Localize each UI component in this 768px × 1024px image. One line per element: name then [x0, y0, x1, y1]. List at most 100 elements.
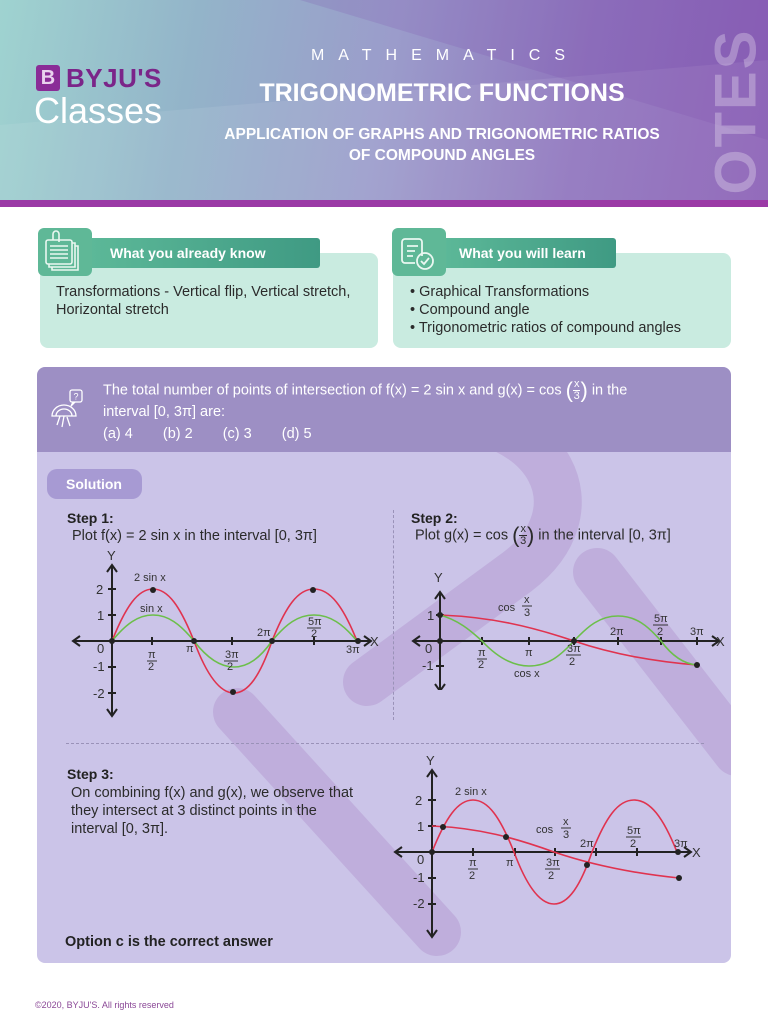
svg-text:π: π	[148, 649, 156, 661]
notes-stack-icon	[38, 228, 92, 276]
step3-text: On combining f(x) and g(x), we observe t…	[71, 784, 353, 838]
will-learn-list: Graphical Transformations Compound angle…	[410, 283, 725, 337]
notes-side-label: NOTES	[703, 28, 768, 202]
step3-line: they intersect at 3 distinct points in t…	[71, 803, 317, 819]
svg-text:π: π	[525, 647, 533, 659]
option-c: (c) 3	[222, 426, 252, 442]
svg-text:2 sin x: 2 sin x	[455, 786, 487, 798]
learn-item: Graphical Transformations	[410, 283, 725, 301]
svg-text:X: X	[716, 634, 725, 649]
step2-text-part: in the interval [0, 3π]	[538, 527, 671, 544]
byjus-logo-mark: B	[36, 65, 60, 91]
subtitle-line-2: OF COMPOUND ANGLES	[348, 147, 536, 164]
svg-text:3π: 3π	[546, 857, 560, 869]
copyright-footer: ©2020, BYJU'S. All rights reserved	[35, 1000, 174, 1010]
svg-text:2: 2	[415, 793, 422, 808]
svg-text:2 sin x: 2 sin x	[134, 572, 166, 584]
svg-text:π: π	[478, 647, 486, 659]
svg-text:X: X	[692, 845, 701, 860]
subtitle-line-1: APPLICATION OF GRAPHS AND TRIGONOMETRIC …	[224, 126, 660, 143]
svg-text:5π: 5π	[627, 825, 641, 837]
svg-text:3π: 3π	[690, 626, 704, 638]
brain-question-icon: ?	[46, 386, 90, 430]
option-b: (b) 2	[162, 426, 193, 442]
already-know-text: Transformations - Vertical flip, Vertica…	[56, 284, 351, 318]
header-banner: B BYJU'S Classes MATHEMATICS TRIGONOMETR…	[0, 0, 768, 202]
question-text-part: in the	[591, 382, 628, 399]
step-divider-horizontal	[66, 743, 704, 744]
svg-text:-2: -2	[93, 686, 105, 701]
svg-text:-1: -1	[413, 870, 425, 885]
svg-text:2: 2	[311, 628, 317, 640]
svg-text:2: 2	[657, 626, 663, 638]
svg-text:2π: 2π	[610, 626, 624, 638]
question-box	[37, 367, 731, 453]
svg-text:cos: cos	[536, 824, 554, 836]
step1-text: Plot f(x) = 2 sin x in the interval [0, …	[72, 528, 317, 544]
svg-text:x: x	[563, 816, 569, 828]
header-divider	[0, 200, 768, 207]
svg-text:-1: -1	[422, 658, 434, 673]
svg-text:1: 1	[417, 819, 424, 834]
svg-text:3: 3	[563, 829, 569, 841]
svg-text:3π: 3π	[567, 643, 581, 655]
will-learn-title: What you will learn	[443, 238, 616, 268]
svg-text:Y: Y	[107, 548, 116, 563]
svg-text:5π: 5π	[308, 616, 322, 628]
solution-box	[37, 452, 731, 963]
svg-text:1: 1	[97, 608, 104, 623]
page-title: TRIGONOMETRIC FUNCTIONS	[259, 79, 625, 107]
svg-text:0: 0	[417, 852, 424, 867]
svg-text:2: 2	[148, 661, 154, 673]
step-divider-vertical	[393, 510, 394, 720]
svg-text:0: 0	[425, 641, 432, 656]
svg-text:3: 3	[524, 607, 530, 619]
svg-text:5π: 5π	[654, 613, 668, 625]
step3-line: On combining f(x) and g(x), we observe t…	[71, 785, 354, 801]
correct-answer: Option c is the correct answer	[65, 934, 273, 950]
svg-text:0: 0	[97, 641, 104, 656]
svg-text:2: 2	[548, 870, 554, 882]
already-know-card	[40, 253, 378, 348]
svg-text:2: 2	[630, 838, 636, 850]
svg-text:Y: Y	[434, 570, 443, 585]
svg-text:-2: -2	[413, 896, 425, 911]
option-d: (d) 5	[281, 426, 312, 442]
option-a: (a) 4	[103, 426, 133, 442]
svg-text:3π: 3π	[674, 838, 688, 850]
svg-text:2π: 2π	[257, 627, 271, 639]
step2-heading: Step 2:	[411, 510, 458, 526]
svg-text:2π: 2π	[580, 838, 594, 850]
svg-text:X: X	[370, 634, 379, 649]
svg-text:2: 2	[478, 659, 484, 671]
question-text-part: The total number of points of intersecti…	[103, 382, 562, 399]
step3-line: interval [0, 3π].	[71, 821, 169, 837]
learn-item: Compound angle	[410, 301, 725, 319]
question-text: The total number of points of intersecti…	[103, 379, 703, 445]
svg-text:2: 2	[227, 661, 233, 673]
header-light-ray	[0, 0, 768, 202]
already-know-title: What you already know	[90, 238, 320, 268]
learn-item: Trigonometric ratios of compound angles	[410, 319, 725, 337]
byjus-logo-text: BYJU'S	[66, 63, 162, 93]
subject-label: MATHEMATICS	[310, 47, 580, 64]
step2-text: Plot g(x) = cos (x 3) in the interval [0,…	[415, 522, 671, 548]
svg-text:2: 2	[569, 656, 575, 668]
svg-text:cos x: cos x	[514, 668, 540, 680]
svg-text:x: x	[524, 594, 530, 606]
svg-text:cos: cos	[498, 602, 516, 614]
step2-text-part: Plot g(x) = cos	[415, 527, 509, 544]
svg-text:π: π	[469, 857, 477, 869]
question-options: (a) 4 (b) 2 (c) 3 (d) 5	[103, 424, 703, 445]
svg-text:2: 2	[96, 582, 103, 597]
svg-text:1: 1	[427, 608, 434, 623]
svg-text:3π: 3π	[225, 649, 239, 661]
classes-logo-text: Classes	[34, 90, 163, 131]
svg-text:3π: 3π	[346, 644, 360, 656]
svg-text:π: π	[186, 643, 194, 655]
solution-label: Solution	[47, 469, 142, 499]
checklist-icon	[392, 228, 446, 276]
